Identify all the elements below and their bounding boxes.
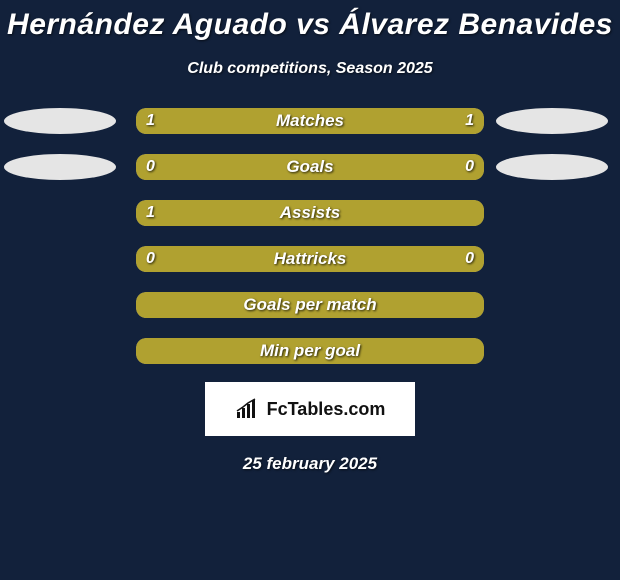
stat-bar-left	[136, 292, 484, 318]
stat-bar-left	[136, 246, 484, 272]
player-right-marker	[496, 154, 608, 180]
stat-bar-left	[136, 108, 310, 134]
stat-value-left: 0	[146, 246, 155, 272]
stat-bar: 00Goals	[136, 154, 484, 180]
stat-bar-left	[136, 200, 484, 226]
stat-value-left: 1	[146, 108, 155, 134]
stat-bar: 11Matches	[136, 108, 484, 134]
stat-row: 1Assists	[0, 200, 620, 226]
bar-chart-icon	[235, 398, 261, 420]
source-logo-text: FcTables.com	[267, 399, 386, 420]
stat-value-right: 0	[465, 154, 474, 180]
stat-row: Goals per match	[0, 292, 620, 318]
stat-bar-left	[136, 154, 484, 180]
snapshot-date: 25 february 2025	[0, 454, 620, 474]
stat-value-left: 1	[146, 200, 155, 226]
stats-rows: 11Matches00Goals1Assists00HattricksGoals…	[0, 108, 620, 364]
stat-row: 00Hattricks	[0, 246, 620, 272]
stat-value-right: 1	[465, 108, 474, 134]
stat-bar: Goals per match	[136, 292, 484, 318]
stat-bar-right	[310, 108, 484, 134]
player-left-marker	[4, 154, 116, 180]
source-logo: FcTables.com	[205, 382, 415, 436]
stat-value-left: 0	[146, 154, 155, 180]
player-left-marker	[4, 108, 116, 134]
stat-row: 00Goals	[0, 154, 620, 180]
stat-value-right: 0	[465, 246, 474, 272]
stat-bar: 1Assists	[136, 200, 484, 226]
stat-bar: Min per goal	[136, 338, 484, 364]
stat-row: 11Matches	[0, 108, 620, 134]
stat-bar: 00Hattricks	[136, 246, 484, 272]
stat-bar-left	[136, 338, 484, 364]
comparison-title: Hernández Aguado vs Álvarez Benavides	[0, 0, 620, 42]
player-right-marker	[496, 108, 608, 134]
comparison-subtitle: Club competitions, Season 2025	[0, 60, 620, 78]
stat-row: Min per goal	[0, 338, 620, 364]
